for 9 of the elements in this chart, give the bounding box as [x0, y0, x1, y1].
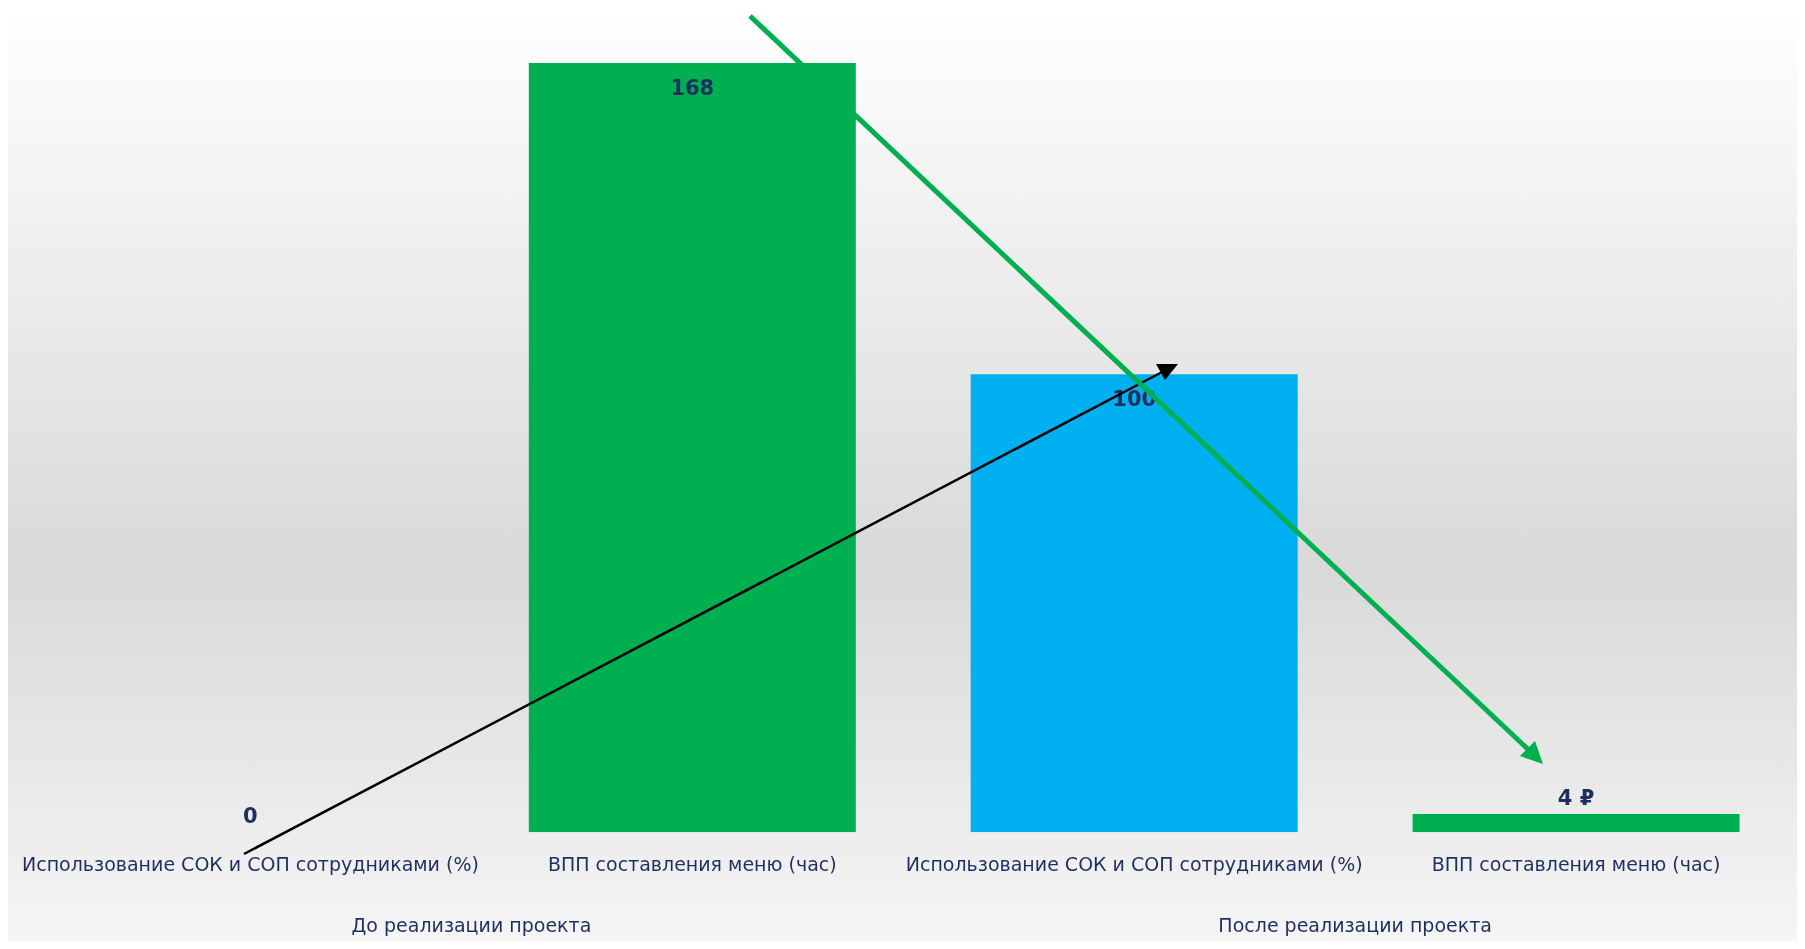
- text: До реализации проекта: [351, 914, 592, 937]
- x-tick-label: ВПП составления меню (час): [547, 852, 837, 875]
- data-label: 0: [243, 804, 258, 829]
- x-tick-label: Использование СОК и СОП сотрудниками (%): [905, 852, 1363, 875]
- data-label: 168: [670, 75, 715, 100]
- data-label: 4 ₽: [1557, 785, 1595, 810]
- text: После реализации проекта: [1218, 914, 1492, 937]
- x-tick-label: Использование СОК и СОП сотрудниками (%): [22, 852, 479, 875]
- x-tick-label: ВПП составления меню (час): [1431, 852, 1721, 875]
